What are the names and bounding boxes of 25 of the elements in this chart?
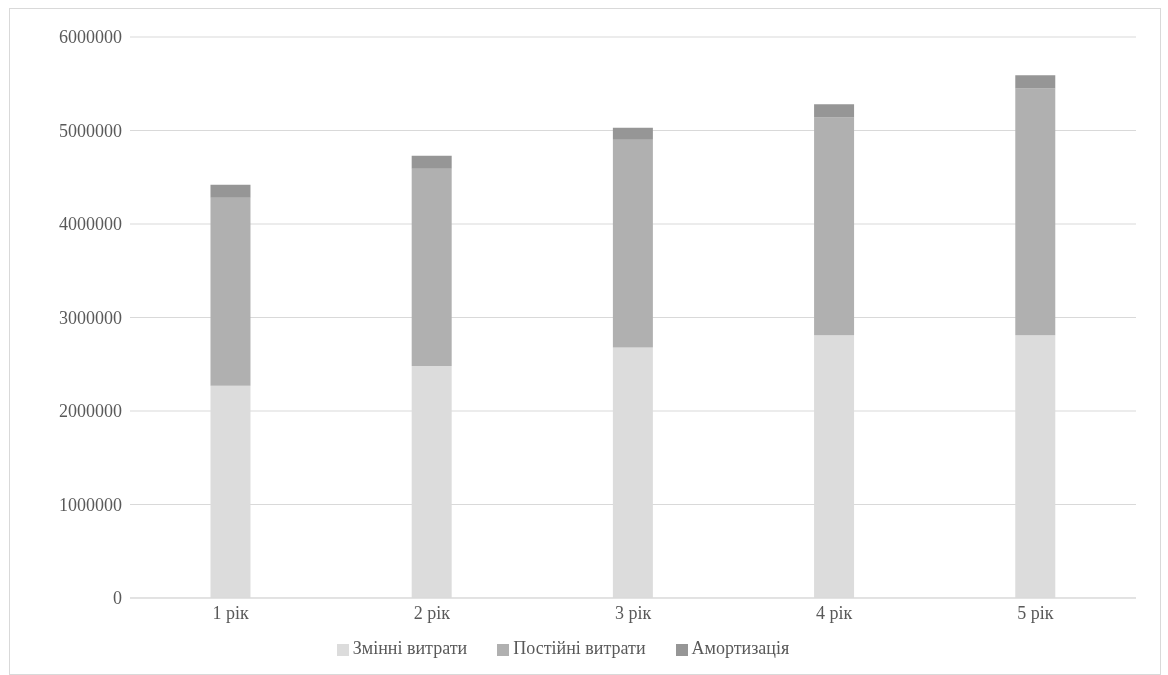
bar [814, 117, 855, 336]
legend-label: Амортизація [691, 638, 790, 658]
x-tick-label: 2 рік [413, 602, 451, 623]
bar [814, 104, 855, 118]
bar [210, 184, 251, 198]
y-tick-label: 2000000 [59, 401, 122, 422]
bar [1015, 75, 1056, 89]
y-tick-label: 1000000 [59, 494, 122, 515]
x-tick-label: 1 рік [212, 602, 249, 623]
bar [1015, 88, 1056, 336]
x-tick-label: 3 рік [614, 602, 652, 623]
x-tick-label: 4 рік [816, 602, 853, 623]
bar [612, 127, 653, 140]
y-tick-label: 6000000 [59, 27, 122, 48]
y-tick-label: 0 [113, 588, 122, 609]
y-tick-label: 3000000 [59, 307, 122, 328]
legend-label: Постійні витрати [513, 638, 646, 658]
bar [411, 155, 452, 169]
bar [210, 197, 251, 386]
y-tick-label: 4000000 [59, 214, 122, 235]
legend-label: Змінні витрати [352, 638, 468, 658]
bar [612, 139, 653, 348]
y-tick-label: 5000000 [59, 120, 122, 141]
bar [411, 168, 452, 367]
x-tick-label: 5 рік [1017, 602, 1054, 623]
